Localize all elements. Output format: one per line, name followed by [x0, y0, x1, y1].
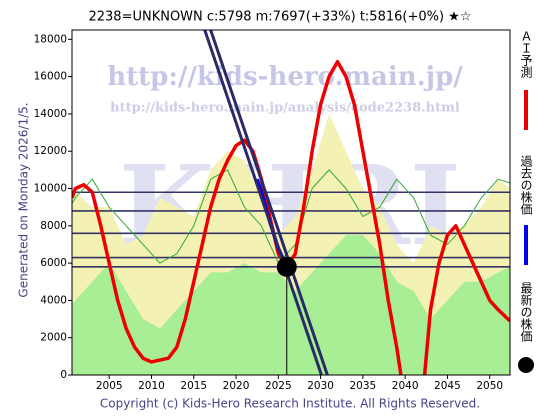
y-tick-label: 2000	[40, 332, 67, 344]
chart-title: 2238=UNKNOWN c:5798 m:7697(+33%) t:5816(…	[88, 10, 471, 25]
x-tick-label: 2020	[223, 380, 250, 392]
y-tick-label: 10000	[34, 183, 67, 195]
latest-point	[276, 256, 297, 277]
y-tick-label: 14000	[34, 108, 67, 120]
y-tick-label: 4000	[40, 294, 67, 306]
x-tick-label: 2030	[307, 380, 334, 392]
y-tick-label: 0	[60, 369, 67, 381]
x-tick-label: 2050	[476, 380, 503, 392]
legend-label: ＡＩ予測	[519, 30, 533, 79]
watermark: http://kids-hero.main.jp/	[107, 62, 463, 92]
x-tick-label: 2005	[96, 380, 123, 392]
watermark: http://kids-hero.main.jp/analysis/code22…	[110, 101, 460, 116]
trend-line	[203, 30, 323, 375]
x-tick-label: 2025	[265, 380, 292, 392]
footer: Copyright (c) Kids-Hero Research Institu…	[100, 397, 480, 411]
plot-frame	[71, 29, 511, 376]
y-tick-label: 12000	[34, 145, 67, 157]
y-tick-label: 8000	[40, 220, 67, 232]
side-label: Generated on Monday 2026/1/5.	[17, 102, 31, 297]
x-tick-label: 2035	[350, 380, 377, 392]
legend-label: 過去の株価	[519, 155, 533, 215]
legend-marker	[518, 357, 534, 373]
line	[72, 59, 510, 375]
y-tick-label: 16000	[34, 71, 67, 83]
y-tick-label: 6000	[40, 257, 67, 269]
x-tick-label: 2015	[180, 380, 207, 392]
x-tick-label: 2010	[138, 380, 165, 392]
x-tick-label: 2040	[392, 380, 419, 392]
plot-area: http://kids-hero.main.jp/http://kids-her…	[72, 30, 510, 375]
y-tick-label: 18000	[34, 33, 67, 45]
area	[72, 235, 510, 375]
trend-line	[209, 30, 329, 375]
x-tick-label: 2045	[434, 380, 461, 392]
legend-label: 最新の株価	[519, 282, 533, 342]
